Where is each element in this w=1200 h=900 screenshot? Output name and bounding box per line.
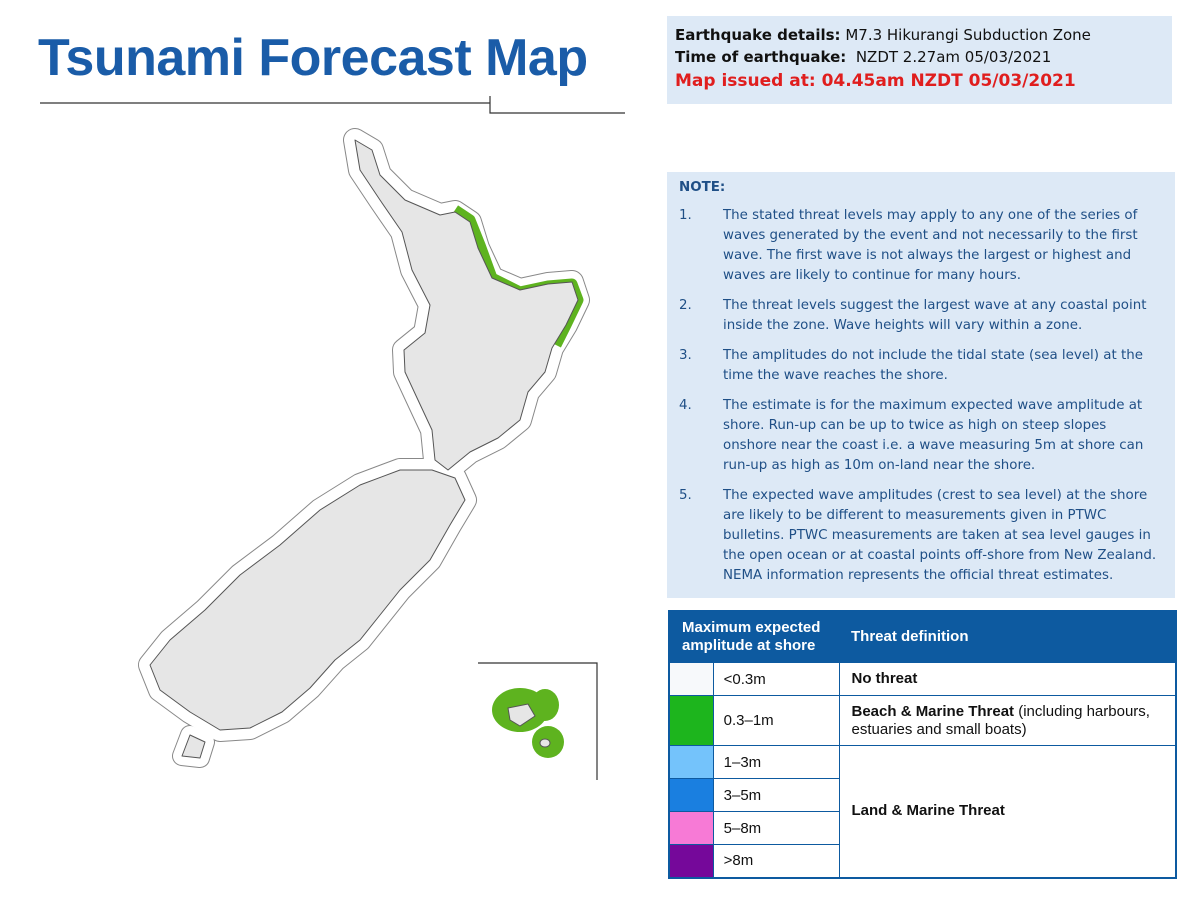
legend-swatch <box>668 778 714 812</box>
note-item: 5. The expected wave amplitudes (crest to… <box>679 486 1163 586</box>
note-text: The threat levels suggest the largest wa… <box>723 298 1147 333</box>
legend-threat: Land & Marine Threat <box>838 745 1177 878</box>
legend-row: 0.3–1m Beach & Marine Threat (including h… <box>668 695 1177 746</box>
legend-amplitude: 5–8m <box>712 811 840 845</box>
note-heading: NOTE: <box>679 180 726 195</box>
page-title: Tsunami Forecast Map <box>38 29 588 87</box>
new-zealand <box>138 128 590 768</box>
map <box>40 96 625 780</box>
issued-time: Map issued at: 04.45am NZDT 05/03/2021 <box>675 71 1076 91</box>
note-text: The expected wave amplitudes (crest to s… <box>723 488 1157 583</box>
legend-table: Maximum expected amplitude at shore Threa… <box>668 610 1177 879</box>
legend-header-cell: Maximum expected amplitude at shore <box>669 611 839 663</box>
legend-amplitude: >8m <box>712 844 840 878</box>
value: M7.3 Hikurangi Subduction Zone <box>845 26 1091 44</box>
legend-row: >8m <box>668 844 1176 878</box>
note-number: 3. <box>679 348 692 363</box>
threat-detail: (including harbours, estuaries and small… <box>851 702 1150 738</box>
threat-name: Land & Marine Threat <box>851 802 1005 820</box>
note-text: The stated threat levels may apply to an… <box>723 208 1138 283</box>
legend-amplitude: 3–5m <box>712 778 840 812</box>
note-item: 3. The amplitudes do not include the tida… <box>679 346 1163 386</box>
value: NZDT 2.27am 05/03/2021 <box>855 48 1052 66</box>
legend-header-cell: Threat definition <box>839 611 1176 663</box>
note-item: 2. The threat levels suggest the largest … <box>679 296 1163 336</box>
note-text: The amplitudes do not include the tidal … <box>723 348 1143 383</box>
legend-swatch <box>668 811 714 845</box>
legend-swatch <box>668 844 714 878</box>
label: Time of earthquake: <box>675 48 847 66</box>
note-number: 2. <box>679 298 692 313</box>
note-number: 4. <box>679 398 692 413</box>
note-text: The estimate is for the maximum expected… <box>723 398 1144 473</box>
legend-threat: No threat <box>838 662 1177 696</box>
legend-swatch <box>668 662 714 696</box>
legend-amplitude: 0.3–1m <box>712 695 840 746</box>
legend-swatch <box>668 695 714 746</box>
legend-row: 3–5m <box>668 778 1176 812</box>
note-item: 4. The estimate is for the maximum expect… <box>679 396 1163 476</box>
earthquake-details: Earthquake details: M7.3 Hikurangi Subdu… <box>667 16 1172 104</box>
map-frame <box>40 96 625 780</box>
legend-row: <0.3m No threat <box>668 662 1177 696</box>
note-number: 5. <box>679 488 692 503</box>
note-item: 1. The stated threat levels may apply to … <box>679 206 1163 286</box>
legend-amplitude: <0.3m <box>712 662 840 696</box>
legend-swatch <box>668 745 714 779</box>
legend-row: 5–8m <box>668 811 1176 845</box>
threat-name: No threat <box>851 670 918 687</box>
threat-name: Beach & Marine Threat <box>851 702 1015 720</box>
chatham-islands <box>492 688 564 758</box>
legend-amplitude: 1–3m <box>712 745 840 779</box>
legend-header: Maximum expected amplitude at shore Threa… <box>669 611 1176 663</box>
note-box: NOTE: 1. The stated threat levels may app… <box>667 172 1175 598</box>
note-number: 1. <box>679 208 692 223</box>
legend-threat: Beach & Marine Threat (including harbour… <box>838 695 1177 746</box>
label: Earthquake details: <box>675 26 841 44</box>
legend-row: 1–3m Land & Marine Threat <box>668 745 1177 878</box>
